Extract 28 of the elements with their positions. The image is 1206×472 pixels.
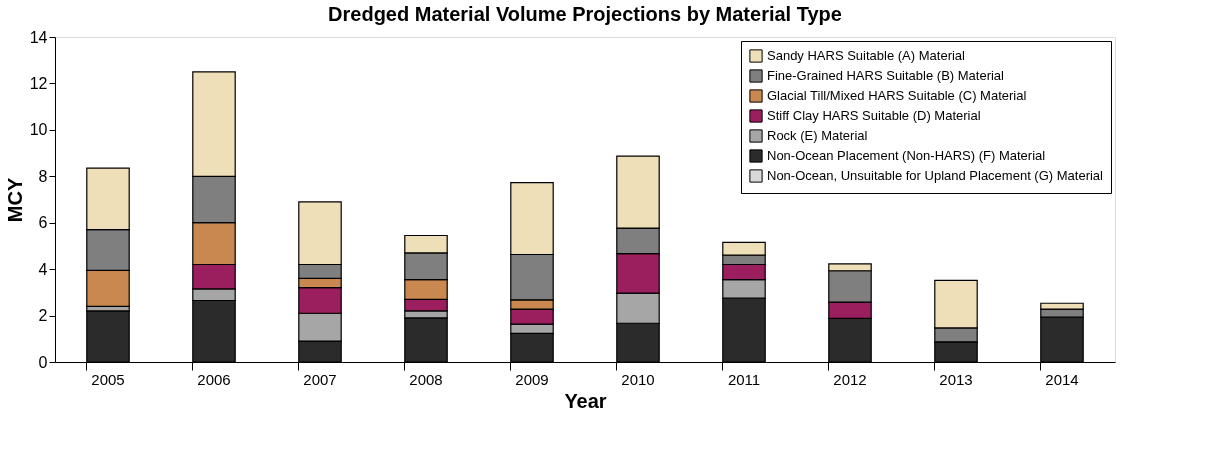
- x-tick-label: 2006: [197, 370, 231, 388]
- legend-label: Non-Ocean Placement (Non-HARS) (F) Material: [767, 148, 1046, 163]
- y-tick-label: 6: [38, 214, 48, 232]
- legend-label: Glacial Till/Mixed HARS Suitable (C) Material: [767, 88, 1027, 103]
- x-tick-label: 2014: [1045, 370, 1079, 388]
- x-tick-label: 2010: [621, 370, 655, 388]
- y-tick-label: 4: [38, 260, 48, 278]
- legend-label: Non-Ocean, Unsuitable for Upland Placement (G) Material: [767, 168, 1104, 183]
- y-tick-label: 8: [38, 167, 48, 185]
- y-tick-label: 10: [29, 121, 48, 139]
- y-tick-label: 0: [38, 353, 48, 371]
- y-tick-label: 12: [29, 74, 48, 92]
- y-axis-title: MCY: [3, 177, 26, 223]
- x-tick-label: 2007: [303, 370, 337, 388]
- x-tick-label: 2011: [727, 370, 761, 388]
- x-axis-title: Year: [564, 389, 607, 412]
- x-tick-label: 2013: [939, 370, 973, 388]
- x-tick-label: 2005: [91, 370, 125, 388]
- x-tick-label: 2012: [833, 370, 867, 388]
- legend-label: Sandy HARS Suitable (A) Material: [767, 48, 966, 63]
- y-tick-label: 14: [29, 28, 48, 46]
- x-tick-label: 2008: [409, 370, 443, 388]
- chart-title: Dredged Material Volume Projections by Material Type: [328, 3, 842, 25]
- legend-label: Rock (E) Material: [767, 128, 868, 143]
- y-tick-label: 2: [38, 307, 48, 325]
- legend-label: Fine-Grained HARS Suitable (B) Material: [767, 68, 1005, 83]
- x-tick-label: 2009: [515, 370, 549, 388]
- legend-label: Stiff Clay HARS Suitable (D) Material: [767, 108, 981, 123]
